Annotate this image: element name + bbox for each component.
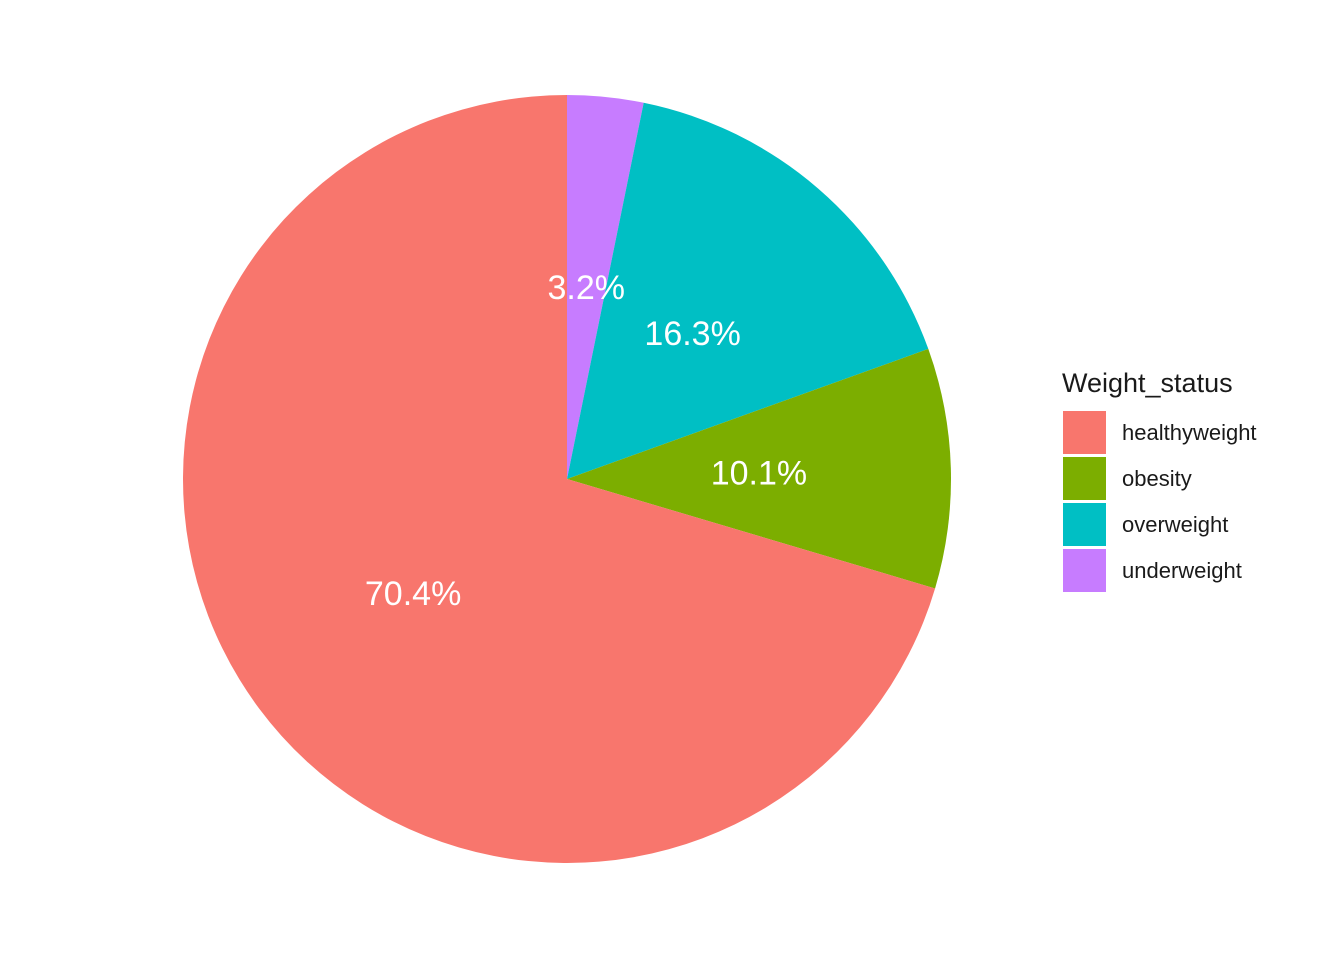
- pie-slice-underweight: [567, 95, 644, 479]
- legend-key-overweight: [1063, 503, 1106, 546]
- legend-items: healthyweight obesity overweight underweigh…: [1063, 411, 1257, 592]
- slice-label-underweight: 3.2%: [548, 269, 626, 307]
- legend-label-obesity: obesity: [1122, 466, 1192, 491]
- slice-label-healthyweight: 70.4%: [365, 575, 461, 613]
- legend-title: Weight_status: [1062, 368, 1233, 398]
- pie-slices: [182, 95, 952, 864]
- slice-label-overweight: 16.3%: [644, 315, 740, 353]
- legend-label-underweight: underweight: [1122, 558, 1242, 583]
- pie-slice-overweight: [567, 102, 929, 480]
- pie-slice-healthyweight: [182, 95, 936, 864]
- legend-key-healthyweight: [1063, 411, 1106, 454]
- legend-key-obesity: [1063, 457, 1106, 500]
- legend-label-overweight: overweight: [1122, 512, 1228, 537]
- slice-label-obesity: 10.1%: [711, 455, 807, 493]
- pie-slice-obesity: [567, 348, 952, 589]
- legend-key-underweight: [1063, 549, 1106, 592]
- legend-label-healthyweight: healthyweight: [1122, 420, 1257, 445]
- legend: Weight_status healthyweight obesity overwe…: [1062, 368, 1257, 592]
- pie-slice-labels: 3.2% 16.3% 10.1% 70.4%: [365, 269, 807, 613]
